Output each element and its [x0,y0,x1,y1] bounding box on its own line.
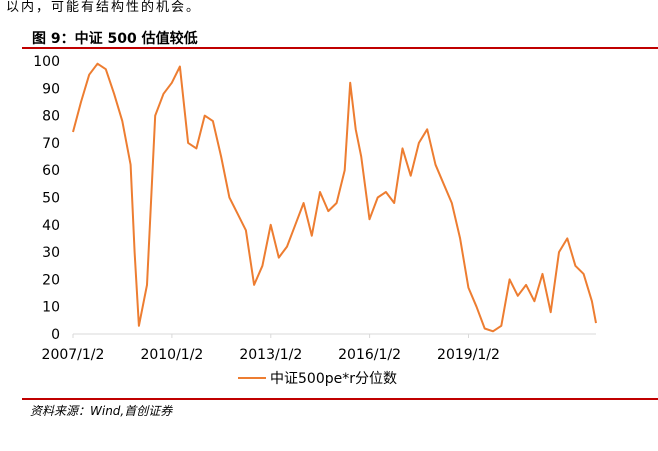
x-tick-label: 2016/1/2 [338,347,401,363]
y-tick-label: 10 [42,300,60,316]
series-line-zz500 [72,62,597,333]
y-tick-label: 60 [42,163,60,179]
x-tick-label: 2010/1/2 [140,347,203,363]
source-note: 资料来源：Wind,首创证券 [30,404,173,418]
y-tick-label: 30 [42,245,60,261]
x-tick-label: 2019/1/2 [437,347,500,363]
y-axis-ticks: 0 10 20 30 40 50 60 70 80 90 100 [33,54,60,343]
y-tick-label: 0 [51,327,60,343]
y-tick-label: 20 [42,272,60,288]
y-tick-label: 70 [42,136,60,152]
y-tick-label: 50 [42,191,60,207]
intro-text: 以内，可能有结构性的机会。 [6,0,202,15]
title-divider [22,47,658,49]
y-tick-label: 40 [42,218,60,234]
x-tick-label: 2013/1/2 [239,347,302,363]
x-axis-ticks: 2007/1/2 2010/1/2 2013/1/2 2016/1/2 2019/1/2 [42,334,500,363]
x-tick-label: 2007/1/2 [42,347,105,363]
legend-label: 中证500pe*r分位数 [270,371,397,387]
y-tick-label: 90 [42,81,60,97]
figure-title: 图 9：中证 500 估值较低 [32,31,198,47]
footer-divider [22,398,658,400]
legend: 中证500pe*r分位数 [238,371,397,387]
y-tick-label: 100 [33,54,60,70]
y-tick-label: 80 [42,109,60,125]
